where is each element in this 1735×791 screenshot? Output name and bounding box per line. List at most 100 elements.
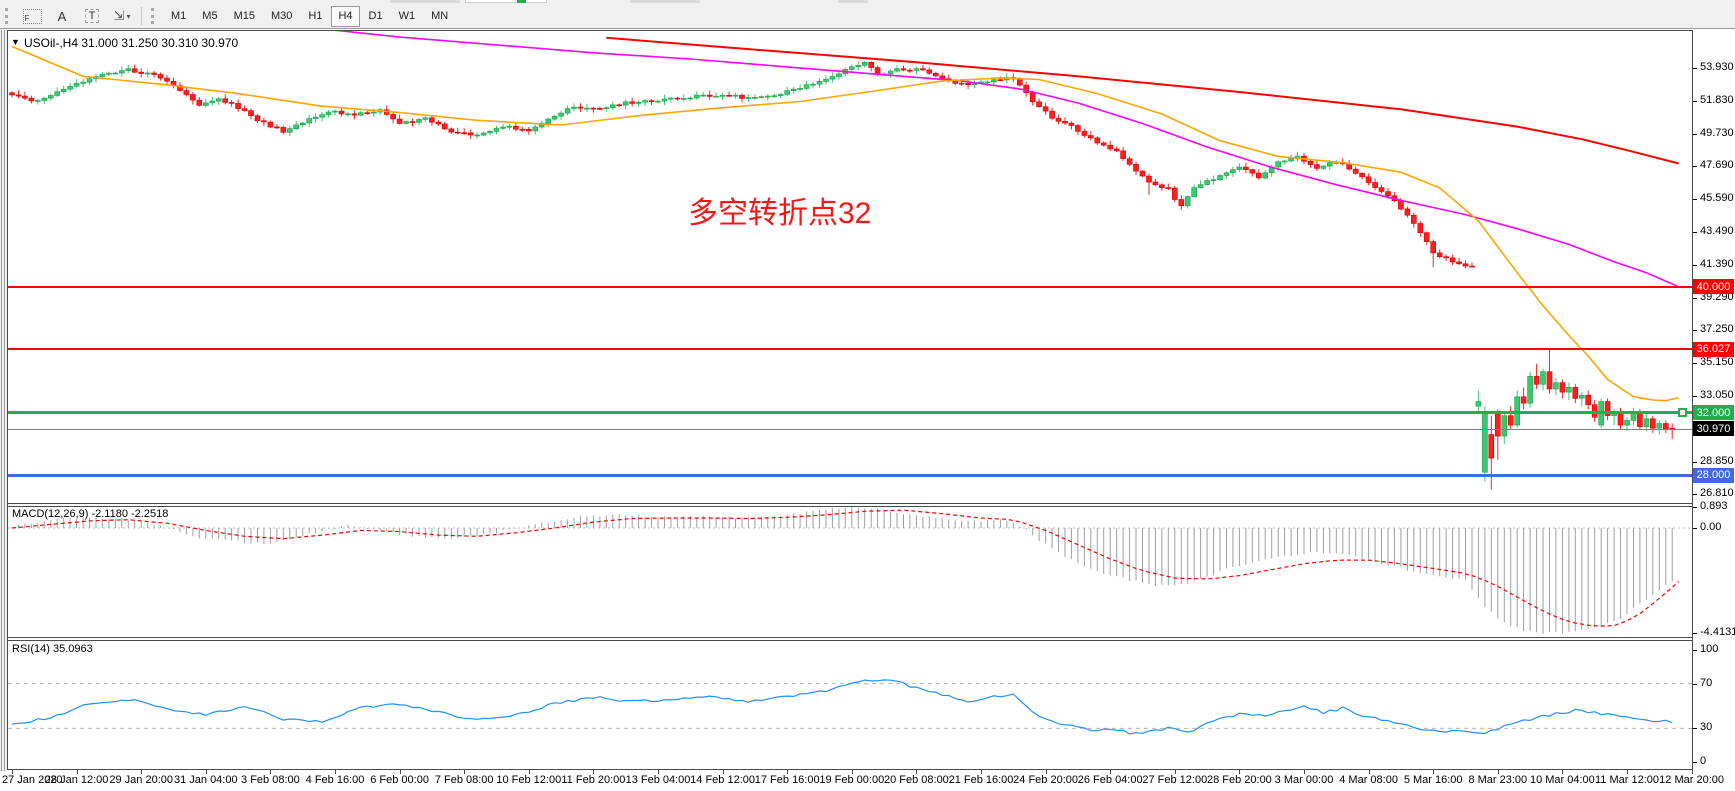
price-axis-label: 26.810 — [1700, 487, 1734, 500]
macd-pane[interactable] — [8, 507, 1692, 637]
price-axis[interactable]: 53.930 51.830 49.730 47.690 45.590 43.490 41.3… — [1693, 30, 1735, 771]
rsi-pane[interactable] — [8, 641, 1692, 769]
timeframe-button-H1[interactable]: H1 — [308, 10, 323, 22]
time-axis-label: 29 Jan 20:00 — [109, 774, 173, 786]
gutter-line — [4, 30, 5, 791]
rsi-axis-label-tick — [1693, 762, 1697, 763]
timeframe-button-M15[interactable]: M15 — [233, 10, 255, 22]
chart-annotation-text: 多空转折点32 — [688, 197, 872, 230]
time-axis-label: 20 Feb 08:00 — [883, 774, 949, 786]
toolbar: F A T ⇲ ▾ M1 M5 M15 M30 H1 H4 D1 W1 MN — [0, 0, 1735, 29]
rsi-axis-label-tick — [1693, 728, 1697, 730]
time-tick — [787, 770, 789, 774]
arrows-icon: ⇲ — [113, 8, 125, 23]
timeframe-button-W1[interactable]: W1 — [398, 10, 416, 22]
time-axis-label: 8 Mar 23:00 — [1468, 774, 1528, 786]
time-axis-label: 19 Feb 00:00 — [819, 774, 885, 786]
timeframe-button-D1[interactable]: D1 — [368, 10, 383, 22]
time-tick — [1627, 770, 1628, 774]
toolbar-grip[interactable] — [5, 8, 12, 24]
toolbar-remnant-green — [517, 0, 526, 3]
time-tick — [1368, 770, 1370, 774]
timeframe-button-M30[interactable]: M30 — [270, 10, 293, 22]
pane-divider[interactable] — [7, 640, 1693, 641]
price-axis-label: 37.250 — [1700, 323, 1734, 335]
price-axis-label: 33.050 — [1700, 389, 1734, 401]
hline-handle[interactable] — [1678, 408, 1687, 417]
arrows-tool-button[interactable]: ⇲ ▾ — [107, 5, 137, 27]
left-gutter — [0, 29, 7, 791]
time-axis-label: 4 Mar 08:00 — [1339, 774, 1398, 786]
time-tick — [916, 770, 918, 774]
pane-divider[interactable] — [7, 503, 1693, 504]
hline-price-badge: 36.027 — [1693, 341, 1734, 357]
time-axis[interactable]: 27 Jan 2020 28 Jan 12:00 29 Jan 20:00 31 Ja… — [0, 770, 1735, 791]
time-axis-label: 24 Feb 20:00 — [1013, 774, 1079, 786]
pane-divider[interactable] — [7, 506, 1693, 507]
toolbar-remnant — [630, 0, 700, 3]
toolbar-remnant — [838, 0, 868, 3]
time-tick — [981, 770, 982, 774]
price-axis-label-tick — [1693, 494, 1697, 496]
price-axis-label-tick — [1693, 232, 1697, 233]
label-tool-button[interactable]: T — [77, 5, 107, 27]
hline-36.027[interactable] — [8, 348, 1692, 351]
price-axis-label-tick — [1693, 298, 1697, 299]
macd-axis-label: 0.00 — [1700, 521, 1722, 533]
rsi-axis-label-tick — [1693, 650, 1697, 651]
price-axis-label: 53.930 — [1700, 61, 1734, 73]
rsi-axis-label-tick — [1693, 683, 1697, 685]
price-axis-label-tick — [1693, 199, 1697, 200]
time-axis-label: 10 Feb 12:00 — [496, 774, 562, 786]
time-tick — [399, 770, 401, 774]
hline-40.000[interactable] — [8, 285, 1692, 288]
time-axis-label: 11 Feb 20:00 — [561, 774, 626, 786]
price-axis-label: 28.850 — [1700, 455, 1734, 467]
timeframe-button-M1[interactable]: M1 — [171, 10, 187, 22]
hline-32.000[interactable] — [8, 411, 1692, 414]
ma-orange-line — [11, 45, 1679, 402]
gutter-line — [1, 30, 2, 791]
price-axis-label-tick — [1693, 68, 1697, 69]
price-axis-label: 51.830 — [1700, 94, 1734, 106]
macd-axis-label-tick — [1693, 528, 1697, 529]
fibonacci-icon: F — [22, 8, 42, 24]
price-axis-label: 45.590 — [1700, 192, 1734, 204]
time-axis-label: 4 Feb 16:00 — [305, 774, 365, 786]
macd-axis-label: -4.4131 — [1700, 626, 1735, 638]
time-axis-label: 6 Feb 00:00 — [370, 774, 429, 786]
ma-red-line — [606, 36, 1679, 165]
hline-28.000[interactable] — [8, 473, 1692, 477]
hline-price-badge: 40.000 — [1693, 279, 1734, 295]
toolbar-grip[interactable] — [151, 8, 158, 24]
time-tick — [851, 770, 853, 774]
time-tick — [722, 770, 724, 774]
fibonacci-tool-button[interactable]: F — [17, 5, 47, 27]
time-axis-label: 10 Mar 04:00 — [1529, 774, 1595, 786]
pane-divider[interactable] — [7, 637, 1693, 638]
time-axis-label: 12 Mar 20:00 — [1659, 774, 1725, 786]
current-price-badge: 30.970 — [1693, 421, 1734, 437]
ma-magenta-line — [334, 31, 1680, 288]
symbol-dropdown-icon[interactable]: ▼ — [11, 37, 20, 47]
time-tick — [1562, 770, 1564, 774]
time-tick — [1304, 770, 1305, 774]
line-studies-toolbar: F A T ⇲ ▾ M1 M5 M15 M30 H1 H4 D1 W1 MN — [0, 4, 456, 28]
time-axis-label: 5 Mar 16:00 — [1403, 774, 1463, 786]
time-tick — [1433, 770, 1435, 774]
timeframe-button-H4[interactable]: H4 — [331, 5, 360, 27]
time-tick — [593, 770, 595, 774]
time-tick — [1239, 770, 1241, 774]
rsi-axis-label: 0 — [1700, 755, 1707, 767]
time-axis-label: 14 Feb 12:00 — [690, 774, 756, 786]
time-axis-label: 7 Feb 08:00 — [434, 774, 494, 786]
timeframe-button-M5[interactable]: M5 — [202, 10, 218, 22]
macd-signal-line — [11, 509, 1680, 627]
price-axis-label-tick — [1693, 363, 1697, 364]
toolbar-remnant — [465, 0, 547, 3]
main-price-pane[interactable] — [8, 31, 1692, 503]
text-tool-button[interactable]: A — [47, 5, 77, 27]
time-axis-label: 28 Feb 20:00 — [1206, 774, 1272, 786]
chevron-down-icon: ▾ — [126, 11, 131, 21]
timeframe-button-MN[interactable]: MN — [431, 10, 449, 22]
